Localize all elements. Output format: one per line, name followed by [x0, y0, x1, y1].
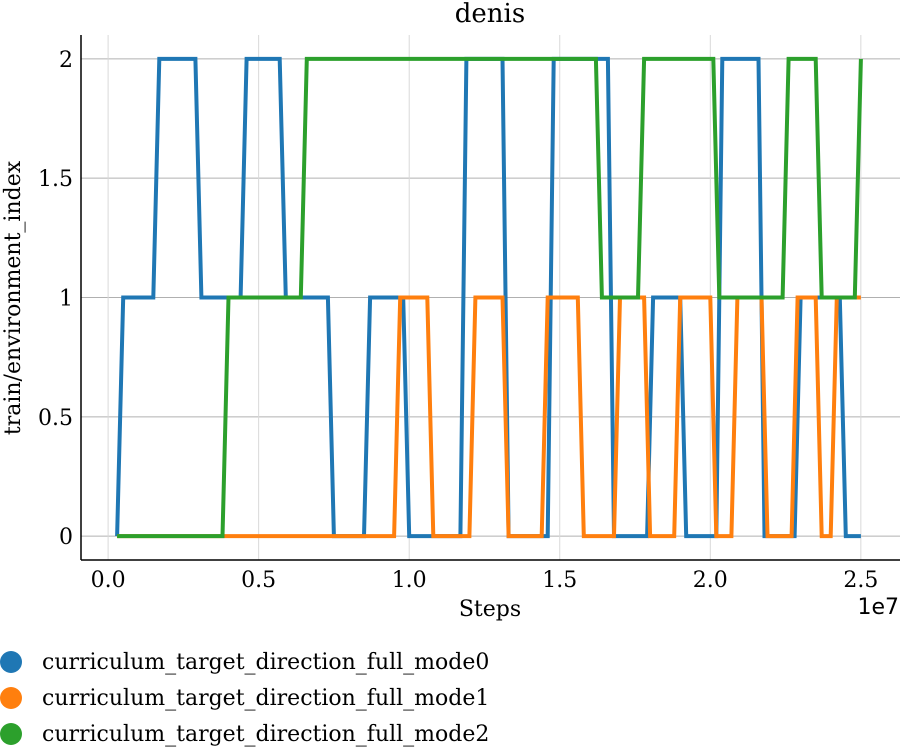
series-line-mode2 — [117, 56, 863, 539]
x-tick-label: 2.0 — [693, 568, 728, 593]
y-tick-label: 1 — [59, 287, 73, 312]
y-tick-label: 1.5 — [38, 167, 73, 192]
y-tick-label: 2 — [59, 48, 73, 73]
series-line-mode1 — [117, 295, 861, 539]
legend-marker-mode0 — [0, 651, 22, 673]
y-tick-labels: 0 0.5 1 1.5 2 — [38, 48, 73, 550]
y-tick-label: 0 — [59, 525, 73, 550]
x-tick-labels: 0.0 0.5 1.0 1.5 2.0 2.5 — [91, 568, 879, 593]
legend-item-mode1[interactable]: curriculum_target_direction_full_mode1 — [0, 681, 489, 715]
legend-marker-mode2 — [0, 723, 22, 745]
x-tick-label: 2.5 — [843, 568, 878, 593]
x-tick-label: 0.5 — [241, 568, 276, 593]
chart-title: denis — [455, 0, 525, 29]
y-tick-label: 0.5 — [38, 406, 73, 431]
x-axis-multiplier: 1e7 — [857, 595, 899, 620]
y-axis-label: train/environment_index — [1, 160, 26, 435]
x-tick-label: 0.0 — [91, 568, 126, 593]
line-chart: 0.0 0.5 1.0 1.5 2.0 2.5 0 0.5 1 1.5 2 denis Steps… — [1, 0, 900, 622]
axes — [80, 35, 900, 561]
legend-marker-mode1 — [0, 687, 22, 709]
legend-label-mode0: curriculum_target_direction_full_mode0 — [42, 649, 490, 675]
legend-item-mode2[interactable]: curriculum_target_direction_full_mode2 — [0, 717, 489, 751]
x-tick-label: 1.5 — [542, 568, 577, 593]
legend-label-mode1: curriculum_target_direction_full_mode1 — [42, 685, 490, 711]
x-tick-label: 1.0 — [392, 568, 427, 593]
series-lines — [115, 56, 863, 539]
legend-item-mode0[interactable]: curriculum_target_direction_full_mode0 — [0, 645, 489, 679]
legend-label-mode2: curriculum_target_direction_full_mode2 — [42, 721, 490, 747]
x-axis-label: Steps — [459, 597, 521, 622]
